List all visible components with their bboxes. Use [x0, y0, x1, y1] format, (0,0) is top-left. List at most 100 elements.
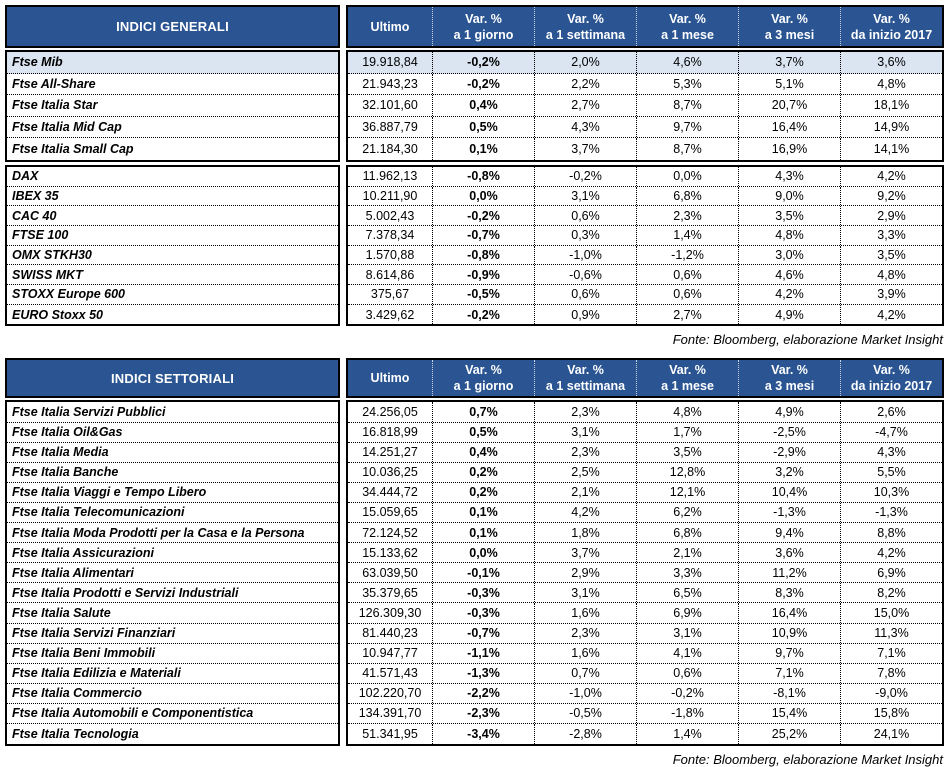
column-header-var-3-mesi: Var. % a 3 mesi — [738, 7, 840, 46]
var-value-var-da-inizio-2017: 4,2% — [840, 304, 942, 325]
var-value-var-3-mesi: -2,9% — [738, 442, 840, 462]
var-value-var-1-mese: 12,8% — [636, 462, 738, 482]
table-row: 10.211,90 0,0% 3,1% 6,8% 9,0% 9,2% — [348, 186, 942, 207]
var-value-var-1-giorno: 0,2% — [432, 482, 534, 502]
table-row: 21.184,30 0,1% 3,7% 8,7% 16,9% 14,1% — [348, 138, 942, 160]
var-value-var-1-giorno: -2,3% — [432, 703, 534, 723]
index-name: Ftse Italia Tecnologia — [12, 727, 139, 742]
table-row: 8.614,86 -0,9% -0,6% 0,6% 4,6% 4,8% — [348, 265, 942, 286]
var-value-var-1-settimana: 4,3% — [534, 116, 636, 138]
var-value-var-1-giorno: -0,7% — [432, 226, 534, 245]
var-value-var-1-giorno: -0,2% — [432, 52, 534, 73]
var-value-var-da-inizio-2017: 18,1% — [840, 95, 942, 116]
table-row: 126.309,30 -0,3% 1,6% 6,9% 16,4% 15,0% — [348, 603, 942, 624]
index-name: Ftse Italia Mid Cap — [7, 117, 338, 139]
var-value-var-3-mesi: 4,3% — [738, 166, 840, 186]
index-values-column: 19.918,84 -0,2% 2,0% 4,6% 3,7% 3,6% 21.943,23-… — [346, 50, 944, 162]
table-row: 51.341,95 -3,4% -2,8% 1,4% 25,2% 24,1% — [348, 723, 942, 745]
var-value-var-1-giorno: 0,4% — [432, 442, 534, 462]
var-value-var-1-giorno: -1,3% — [432, 663, 534, 683]
var-value-var-da-inizio-2017: 3,5% — [840, 245, 942, 265]
var-value-var-1-settimana: 0,9% — [534, 304, 636, 325]
ultimo-value: 16.818,99 — [362, 425, 418, 440]
ultimo-value: 34.444,72 — [362, 485, 418, 500]
var-value-var-da-inizio-2017: -1,3% — [840, 502, 942, 523]
ultimo-value: 5.002,43 — [365, 208, 415, 223]
ultimo-value: 10.947,77 — [362, 646, 418, 661]
var-value-var-1-giorno: 0,0% — [432, 543, 534, 563]
index-name: Ftse Italia Media — [7, 443, 338, 463]
var-value-var-3-mesi: 4,6% — [738, 265, 840, 285]
var-value-var-1-mese: 2,7% — [636, 304, 738, 325]
index-values-column: 24.256,05 0,7% 2,3% 4,8% 4,9% 2,6% 16.818,99 0,… — [346, 400, 944, 747]
index-name: DAX — [7, 167, 338, 187]
var-value-var-1-settimana: 2,3% — [534, 623, 636, 643]
index-name: Ftse Italia Automobili e Componentistica — [7, 704, 338, 724]
var-value-var-1-mese: 5,3% — [636, 73, 738, 95]
column-header-line: a 1 giorno — [453, 379, 514, 394]
indici-generali-table: INDICI GENERALI Ultimo Var. % a 1 giorno Var… — [5, 5, 944, 347]
var-value-var-1-giorno: 0,4% — [432, 95, 534, 116]
ultimo-value: 21.943,23 — [362, 76, 418, 91]
index-name: CAC 40 — [7, 206, 338, 227]
index-name: Ftse Italia Servizi Pubblici — [7, 402, 338, 423]
index-name: SWISS MKT — [7, 265, 338, 286]
var-value-var-da-inizio-2017: 15,8% — [840, 703, 942, 723]
ultimo-value: 3.429,62 — [365, 307, 415, 322]
var-value-var-1-mese: 1,4% — [636, 226, 738, 245]
ultimo-value: 7.378,34 — [365, 228, 415, 243]
var-value-var-1-settimana: 2,2% — [534, 73, 636, 95]
column-header-var-1-giorno: Var. % a 1 giorno — [432, 7, 534, 46]
ultimo-value: 63.039,50 — [362, 565, 418, 580]
table-group: Ftse Mib Ftse All-Share Ftse Italia Star Ft… — [5, 50, 944, 162]
var-value-var-1-giorno: 0,1% — [432, 138, 534, 160]
var-value-var-1-giorno: 0,5% — [432, 422, 534, 442]
column-header-var-3-mesi: Var. % a 3 mesi — [738, 360, 840, 397]
var-value-var-1-giorno: 0,5% — [432, 116, 534, 138]
var-value-var-1-settimana: 3,1% — [534, 186, 636, 206]
var-value-var-1-settimana: 0,6% — [534, 285, 636, 304]
table-row: 81.440,23 -0,7% 2,3% 3,1% 10,9% 11,3% — [348, 623, 942, 644]
index-name: OMX STKH30 — [7, 246, 338, 266]
var-value-var-1-mese: 3,1% — [636, 623, 738, 643]
var-value-var-1-settimana: 2,7% — [534, 95, 636, 116]
var-value-var-3-mesi: 11,2% — [738, 563, 840, 583]
table-header-row: INDICI SETTORIALI Ultimo Var. % a 1 giorno V… — [5, 358, 944, 399]
var-value-var-3-mesi: 4,8% — [738, 226, 840, 245]
var-value-var-1-settimana: 2,9% — [534, 563, 636, 583]
var-value-var-1-mese: 9,7% — [636, 116, 738, 138]
table-row: 102.220,70 -2,2% -1,0% -0,2% -8,1% -9,0% — [348, 683, 942, 704]
column-header-line: Var. % — [465, 11, 502, 26]
var-value-var-1-mese: 0,6% — [636, 265, 738, 285]
ultimo-value: 21.184,30 — [362, 142, 418, 157]
table-row: 10.036,25 0,2% 2,5% 12,8% 3,2% 5,5% — [348, 462, 942, 483]
ultimo-value: 8.614,86 — [365, 267, 415, 282]
var-value-var-1-giorno: -0,2% — [432, 304, 534, 325]
table-header-row: INDICI GENERALI Ultimo Var. % a 1 giorno Var… — [5, 5, 944, 48]
source-note: Fonte: Bloomberg, elaborazione Market In… — [672, 332, 943, 348]
var-value-var-1-giorno: -0,3% — [432, 603, 534, 623]
column-header-line: a 1 giorno — [453, 27, 514, 42]
var-value-var-1-settimana: -0,2% — [534, 166, 636, 186]
var-value-var-1-giorno: 0,1% — [432, 523, 534, 543]
var-value-var-da-inizio-2017: 11,3% — [840, 623, 942, 643]
column-header-var-da-inizio-2017: Var. % da inizio 2017 — [840, 7, 942, 46]
var-value-var-1-settimana: 1,6% — [534, 643, 636, 663]
column-header-line: Ultimo — [370, 19, 410, 34]
column-header-line: da inizio 2017 — [850, 379, 933, 394]
var-value-var-1-settimana: 1,8% — [534, 523, 636, 543]
table-row: 11.962,13 -0,8% -0,2% 0,0% 4,3% 4,2% — [348, 166, 942, 187]
table-row: 36.887,79 0,5% 4,3% 9,7% 16,4% 14,9% — [348, 116, 942, 139]
column-header-ultimo: Ultimo — [348, 7, 432, 46]
var-value-var-1-giorno: -0,2% — [432, 73, 534, 95]
var-value-var-da-inizio-2017: -4,7% — [840, 422, 942, 442]
ultimo-value: 134.391,70 — [358, 706, 422, 721]
var-value-var-1-mese: 0,6% — [636, 663, 738, 683]
table-title: INDICI GENERALI — [5, 5, 340, 48]
var-value-var-1-giorno: -0,7% — [432, 623, 534, 643]
table-row: 10.947,77 -1,1% 1,6% 4,1% 9,7% 7,1% — [348, 643, 942, 664]
index-name: Ftse Italia Prodotti e Servizi Industria… — [7, 583, 338, 604]
var-value-var-1-mese: 3,5% — [636, 442, 738, 462]
ultimo-value: 35.379,65 — [362, 585, 418, 600]
column-header-ultimo: Ultimo — [348, 360, 432, 396]
